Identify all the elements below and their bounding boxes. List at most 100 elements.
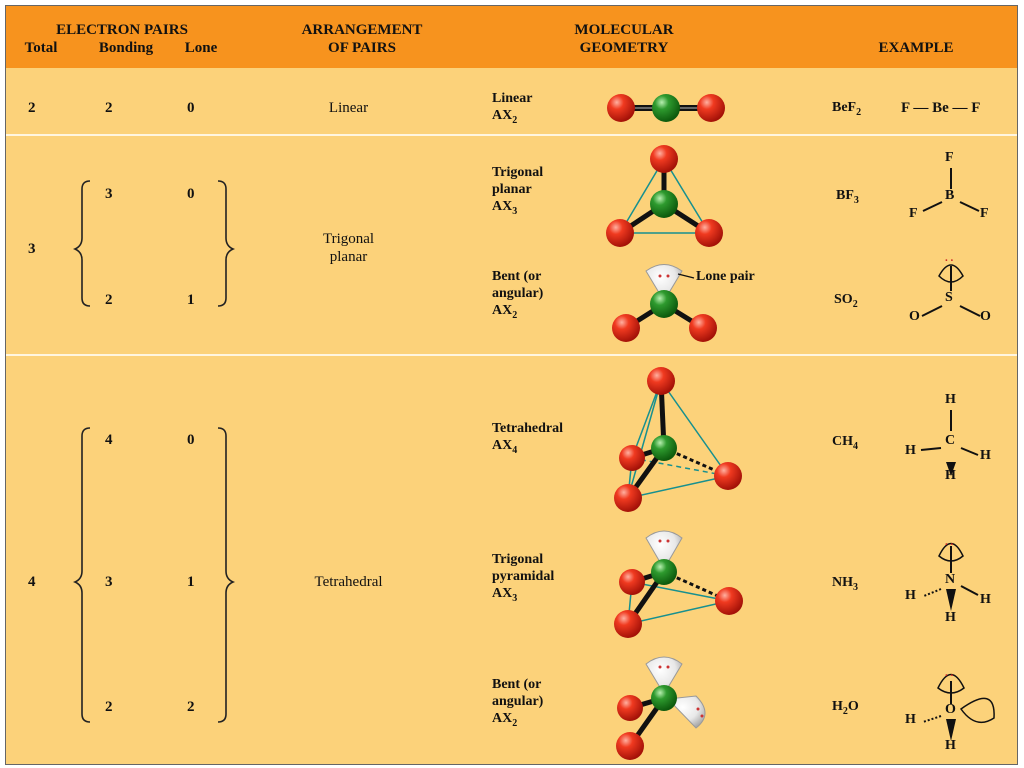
row-divider xyxy=(6,354,1017,356)
row1-geometry-ax: AX2 xyxy=(492,108,518,126)
row6-geometry-ax: AX2 xyxy=(492,711,518,729)
row1-example-formula: BeF2 xyxy=(832,100,862,118)
row2-structure-top: F xyxy=(945,150,954,165)
structure-bonds xyxy=(920,168,995,724)
lone-pair-lobe xyxy=(645,656,683,695)
row4-structure-bottom: H xyxy=(945,468,956,483)
row5-structure-left: H xyxy=(905,588,916,603)
row5-geometry-name-line2: pyramidal xyxy=(492,569,555,584)
row4-geometry-name: Tetrahedral xyxy=(492,421,564,436)
lone-pair-pointer xyxy=(677,273,695,279)
row5-bonding: 3 xyxy=(105,574,113,590)
atom-center xyxy=(651,559,677,585)
lone-pair-lobe xyxy=(666,695,706,729)
row1-structure: F — Be — F xyxy=(901,100,981,116)
row1-geometry-name: Linear xyxy=(492,91,533,106)
row2-geometry-name-line1: Trigonal xyxy=(492,165,544,180)
row4-total: 4 xyxy=(28,574,36,590)
row6-structure-left: H xyxy=(905,712,916,727)
row3-bonding: 2 xyxy=(105,292,113,308)
atom-outer xyxy=(606,219,634,247)
row2-bonding: 3 xyxy=(105,186,113,202)
atom-outer xyxy=(614,484,642,512)
lone-pair-label: Lone pair xyxy=(696,269,755,284)
atom-outer xyxy=(650,145,678,173)
row5-structure-right: H xyxy=(980,592,991,607)
row4-lone: 0 xyxy=(187,432,195,448)
atom-outer xyxy=(715,587,743,615)
atom-center xyxy=(650,190,678,218)
atom-outer xyxy=(689,314,717,342)
trigonal-planar-molecule xyxy=(606,145,723,247)
linear-molecule xyxy=(607,94,725,122)
bracket-right xyxy=(217,180,236,307)
atom-outer xyxy=(619,445,645,471)
trigonal-pyramidal-molecule xyxy=(614,530,743,638)
row2-structure-left: F xyxy=(909,206,918,221)
row3-structure-center: S xyxy=(945,290,953,305)
row6-example-formula: H2O xyxy=(832,699,859,717)
atom-center xyxy=(651,685,677,711)
row4-structure-left: H xyxy=(905,443,916,458)
row5-structure-dots: . . xyxy=(945,536,954,548)
row4-structure-center: C xyxy=(945,433,956,448)
row4-structure-right: H xyxy=(980,448,991,463)
tetrahedral-molecule xyxy=(614,367,742,512)
bent-trigonal-molecule xyxy=(612,264,717,342)
row2-arrangement-line1: Trigonal xyxy=(322,231,375,247)
row6-lone: 2 xyxy=(187,699,195,715)
row5-geometry-name-line1: Trigonal xyxy=(492,552,544,567)
row2-lone: 0 xyxy=(187,186,195,202)
row2-arrangement-line2: planar xyxy=(329,249,368,265)
header-electron-pairs: ELECTRON PAIRS xyxy=(56,22,188,38)
row2-geometry-ax: AX3 xyxy=(492,199,518,217)
row6-structure-center: O xyxy=(945,702,956,717)
atom-outer xyxy=(607,94,635,122)
lone-pair-lobe xyxy=(645,530,683,570)
bracket-left xyxy=(72,180,91,307)
row3-structure-left: O xyxy=(909,309,920,324)
structure-wedges xyxy=(922,462,956,741)
row3-geometry-name-line2: angular) xyxy=(492,286,544,301)
header-arrangement-line2: OF PAIRS xyxy=(328,40,396,56)
header-lone: Lone xyxy=(184,40,218,56)
diagram-graphics xyxy=(72,94,995,760)
row6-geometry-name-line1: Bent (or xyxy=(492,677,542,692)
atom-outer xyxy=(697,94,725,122)
row1-bonding: 2 xyxy=(105,100,113,116)
row4-example-formula: CH4 xyxy=(832,434,858,452)
row2-total: 3 xyxy=(28,241,36,257)
atom-center xyxy=(650,290,678,318)
atom-center xyxy=(652,94,680,122)
row2-structure-right: F xyxy=(980,206,989,221)
header-total: Total xyxy=(24,40,58,56)
atom-outer xyxy=(617,695,643,721)
row5-example-formula: NH3 xyxy=(832,575,858,593)
atom-outer xyxy=(647,367,675,395)
row4-structure-top: H xyxy=(945,392,956,407)
header-geometry-line1: MOLECULAR xyxy=(574,22,674,38)
row6-bonding: 2 xyxy=(105,699,113,715)
row1-lone: 0 xyxy=(187,100,195,116)
atom-center xyxy=(651,435,677,461)
header-bonding: Bonding xyxy=(98,40,154,56)
row3-geometry-name-line1: Bent (or xyxy=(492,269,542,284)
header-example: EXAMPLE xyxy=(878,40,954,56)
atom-outer xyxy=(714,462,742,490)
row1-arrangement: Linear xyxy=(328,100,369,116)
atom-outer xyxy=(616,732,644,760)
bent-tetrahedral-molecule xyxy=(616,656,706,760)
row3-structure-right: O xyxy=(980,309,991,324)
lone-pair-lobe xyxy=(645,264,683,302)
row5-structure-bottom: H xyxy=(945,610,956,625)
bracket-left xyxy=(72,427,91,723)
row4-bonding: 4 xyxy=(105,432,113,448)
table-header: ELECTRON PAIRS Total Bonding Lone ARRANG… xyxy=(6,6,1017,68)
header-arrangement-line1: ARRANGEMENT xyxy=(301,22,423,38)
atom-outer xyxy=(695,219,723,247)
atom-outer xyxy=(619,569,645,595)
bracket-right xyxy=(217,427,236,723)
atom-outer xyxy=(612,314,640,342)
row3-example-formula: SO2 xyxy=(834,292,858,310)
row4-geometry-ax: AX4 xyxy=(492,438,518,456)
